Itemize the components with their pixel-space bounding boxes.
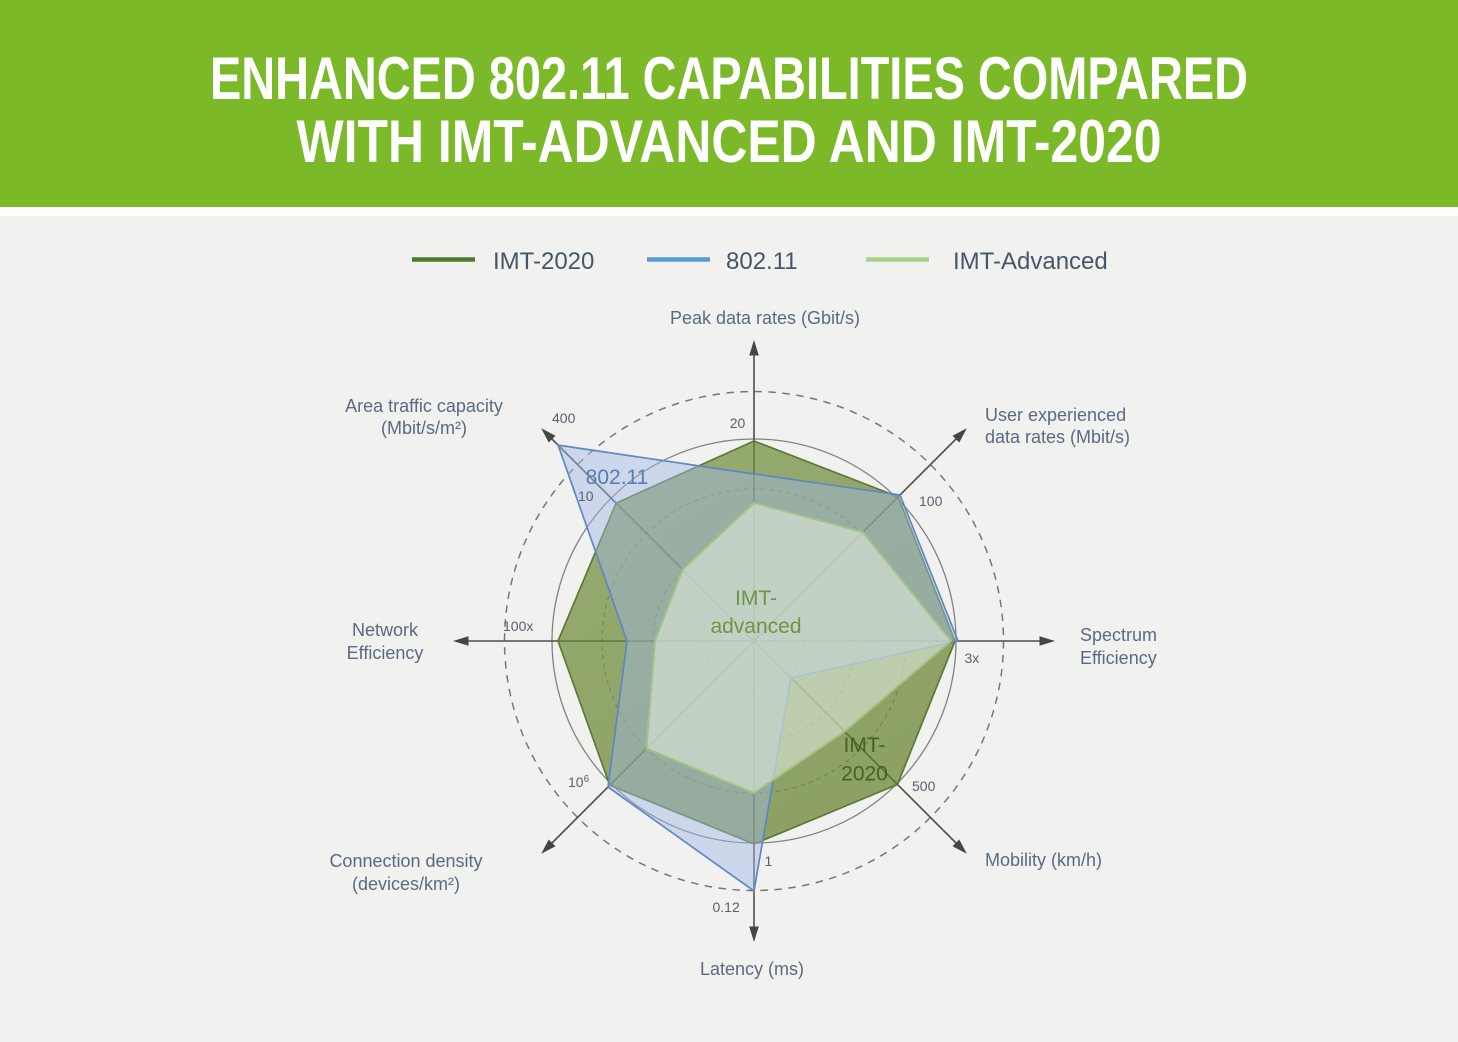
svg-text:data rates (Mbit/s): data rates (Mbit/s) <box>985 427 1130 447</box>
svg-text:Mobility (km/h): Mobility (km/h) <box>985 850 1102 870</box>
svg-text:Efficiency: Efficiency <box>1080 648 1157 668</box>
svg-text:Spectrum: Spectrum <box>1080 625 1157 645</box>
svg-text:Efficiency: Efficiency <box>347 643 424 663</box>
svg-text:IMT-: IMT- <box>735 587 777 610</box>
svg-text:(devices/km²): (devices/km²) <box>352 874 460 894</box>
svg-text:100x: 100x <box>503 618 533 634</box>
svg-text:IMT-Advanced: IMT-Advanced <box>953 248 1108 275</box>
svg-text:Connection density: Connection density <box>329 851 482 871</box>
svg-text:advanced: advanced <box>710 615 801 638</box>
svg-text:Area traffic capacity: Area traffic capacity <box>345 396 503 416</box>
svg-text:1: 1 <box>765 853 773 869</box>
svg-text:(Mbit/s/m²): (Mbit/s/m²) <box>381 418 467 438</box>
svg-text:100: 100 <box>919 493 943 509</box>
svg-text:ENHANCED 802.11 CAPABILITIES C: ENHANCED 802.11 CAPABILITIES COMPARED <box>210 45 1248 112</box>
svg-text:400: 400 <box>552 410 576 426</box>
svg-text:802.11: 802.11 <box>586 466 649 489</box>
svg-text:2020: 2020 <box>841 763 888 786</box>
svg-text:802.11: 802.11 <box>726 248 798 275</box>
svg-text:0.12: 0.12 <box>713 899 740 915</box>
svg-text:10: 10 <box>578 488 594 504</box>
svg-text:Peak data rates (Gbit/s): Peak data rates (Gbit/s) <box>670 308 860 328</box>
svg-text:3x: 3x <box>965 650 980 666</box>
svg-text:WITH IMT-ADVANCED AND IMT-2020: WITH IMT-ADVANCED AND IMT-2020 <box>297 108 1162 175</box>
svg-text:IMT-2020: IMT-2020 <box>493 248 594 275</box>
svg-text:20: 20 <box>730 415 746 431</box>
svg-text:Latency (ms): Latency (ms) <box>700 959 804 979</box>
svg-text:500: 500 <box>912 778 936 794</box>
svg-text:User experienced: User experienced <box>985 405 1126 425</box>
svg-text:IMT-: IMT- <box>844 734 886 757</box>
svg-text:Network: Network <box>352 620 419 640</box>
